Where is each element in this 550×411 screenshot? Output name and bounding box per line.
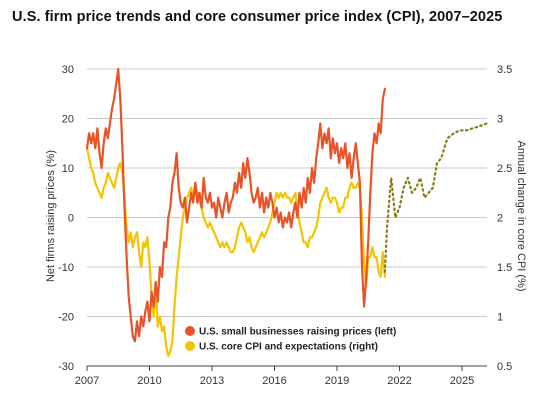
- right-tick-label: 3: [497, 114, 503, 126]
- series-line-firms: [85, 67, 386, 343]
- left-tick-label: -20: [58, 312, 74, 324]
- left-tick-label: 20: [62, 114, 74, 126]
- left-tick-label: 10: [62, 163, 74, 175]
- x-tick-label: 2013: [200, 375, 224, 387]
- chart-title: U.S. firm price trends and core consumer…: [12, 9, 503, 25]
- legend-marker-cpi: [185, 341, 195, 351]
- series-line-cpi: [85, 147, 386, 358]
- legend-label-firms: U.S. small businesses raising prices (le…: [199, 327, 396, 338]
- series-lines: [85, 67, 489, 358]
- right-tick-label: 2.5: [497, 163, 512, 175]
- legend-label-cpi: U.S. core CPI and expectations (right): [199, 342, 378, 353]
- left-tick-label: -10: [58, 262, 74, 274]
- x-tick-label: 2019: [325, 375, 349, 387]
- right-axis-ticks: 3.5 3 2.5 2 1.5 1 0.5: [497, 64, 512, 373]
- x-tick-label: 2016: [262, 375, 286, 387]
- right-tick-label: 3.5: [497, 64, 512, 76]
- x-tick-label: 2010: [137, 375, 161, 387]
- x-tick-label: 2022: [387, 375, 411, 387]
- x-axis-ticks: 2007 2010 2013 2016 2019 2022 2025: [75, 366, 474, 387]
- legend-marker-firms: [185, 326, 195, 336]
- left-tick-label: 30: [62, 64, 74, 76]
- left-tick-label: 0: [68, 213, 74, 225]
- chart-legend: U.S. small businesses raising prices (le…: [185, 326, 396, 353]
- right-tick-label: 1: [497, 312, 503, 324]
- series-line-cpi-forecast: [383, 122, 489, 273]
- x-tick-label: 2025: [450, 375, 474, 387]
- right-axis-label: Annual change in core CPI (%): [515, 140, 527, 291]
- right-tick-label: 0.5: [497, 361, 512, 373]
- right-tick-label: 2: [497, 213, 503, 225]
- x-tick-label: 2007: [75, 375, 99, 387]
- left-axis-ticks: 30 20 10 0 -10 -20 -30: [58, 64, 74, 373]
- right-tick-label: 1.5: [497, 262, 512, 274]
- left-tick-label: -30: [58, 361, 74, 373]
- left-axis-label: Net firms raising prices (%): [45, 150, 57, 282]
